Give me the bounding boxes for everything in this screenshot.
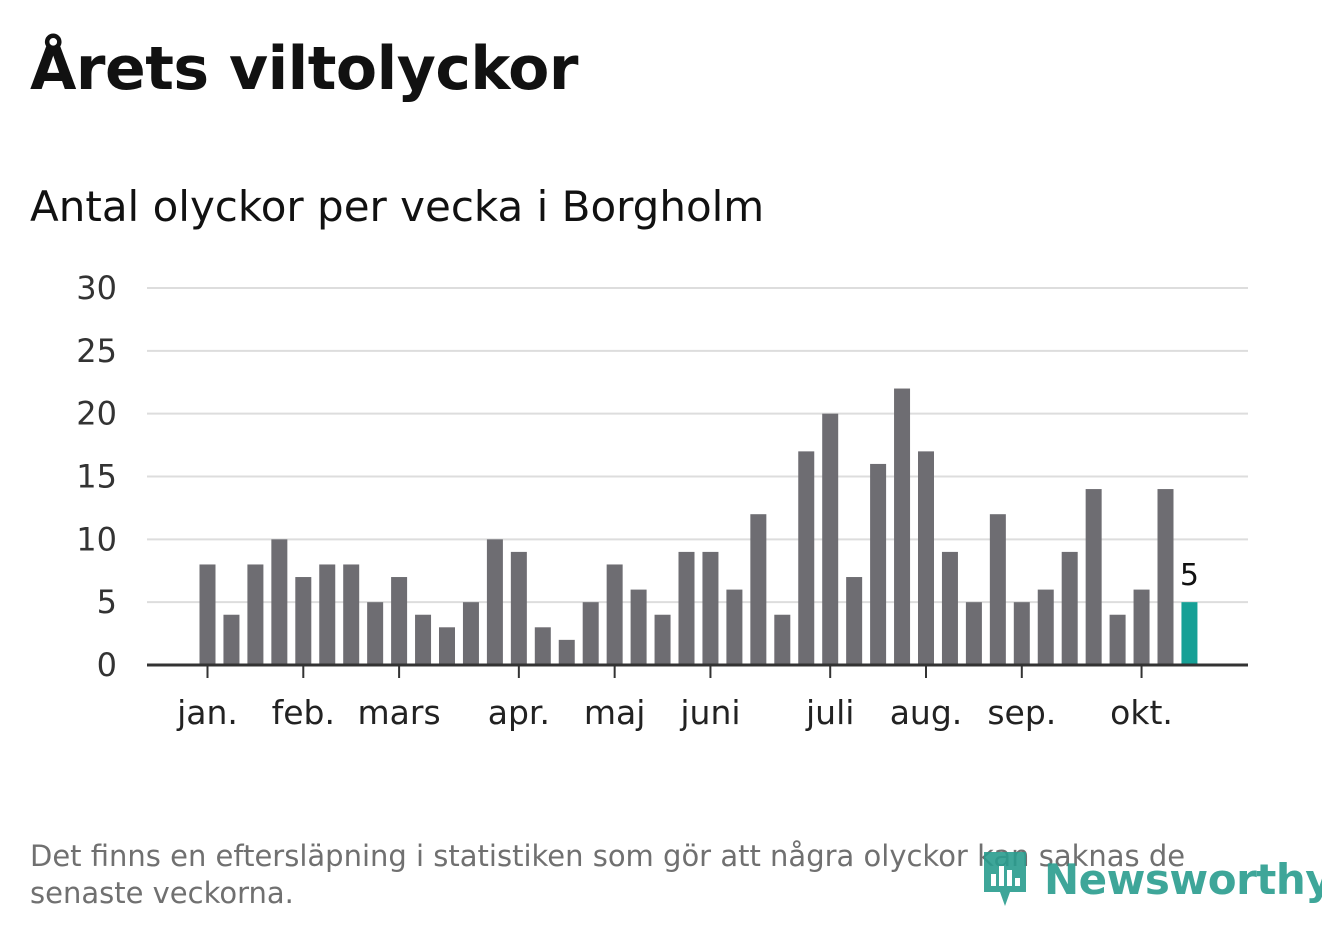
y-tick-label: 0: [97, 646, 117, 684]
bar: [965, 602, 982, 665]
bar: [1061, 551, 1078, 665]
y-tick-label: 30: [76, 269, 117, 307]
bar: [199, 564, 216, 665]
bar: [367, 602, 384, 665]
bar-chart: 0 5 10 15 20 25 30 jan. feb. mars apr. maj juni juli…: [76, 269, 1248, 732]
y-tick-label: 20: [76, 395, 117, 433]
bar: [462, 602, 479, 665]
grid-lines: [147, 287, 1248, 604]
bars: [199, 388, 1198, 665]
bar: [439, 627, 455, 665]
x-tick-label: apr.: [488, 693, 550, 732]
x-tick-label: feb.: [272, 693, 335, 732]
bar: [1157, 489, 1174, 665]
x-axis: jan. feb. mars apr. maj juni juli aug. sep. okt.: [147, 663, 1248, 732]
bar-highlight: [1181, 602, 1198, 665]
bar: [486, 539, 503, 665]
data-labels: 5: [1180, 558, 1199, 593]
x-tick-label: juni: [679, 693, 740, 732]
brand-name: Newsworthy: [1044, 854, 1322, 904]
bar-chart-speech-bubble-icon: [984, 852, 1026, 906]
data-label-latest: 5: [1180, 558, 1199, 593]
x-tick-label: jan.: [176, 693, 238, 732]
bar: [558, 639, 575, 665]
bar: [894, 388, 911, 665]
bar: [726, 589, 743, 665]
y-axis-ticks: 0 5 10 15 20 25 30: [76, 269, 117, 684]
y-tick-label: 15: [76, 458, 117, 496]
bar: [606, 564, 623, 665]
bar: [582, 602, 599, 665]
x-tick-label: sep.: [987, 693, 1056, 732]
y-tick-label: 25: [76, 332, 117, 370]
x-tick-label: maj: [584, 693, 646, 732]
bar: [271, 539, 288, 665]
bar: [391, 577, 408, 665]
bar: [1133, 589, 1150, 665]
bar: [1109, 614, 1126, 665]
bar: [1037, 589, 1054, 665]
bar: [989, 514, 1006, 665]
bar: [630, 589, 647, 665]
bar: [247, 564, 264, 665]
chart-title: Årets viltolyckor: [30, 34, 579, 104]
bar: [343, 564, 360, 665]
x-tick-label: okt.: [1110, 693, 1173, 732]
x-tick-label: aug.: [890, 693, 963, 732]
y-tick-label: 10: [76, 520, 117, 558]
bar: [702, 551, 719, 665]
bar: [1013, 602, 1030, 665]
bar: [798, 451, 815, 665]
x-tick-label: juli: [805, 693, 854, 732]
x-tick-label: mars: [358, 693, 441, 732]
bar: [1085, 489, 1102, 665]
bar: [319, 564, 336, 665]
chart-subtitle: Antal olyckor per vecka i Borgholm: [30, 182, 765, 231]
bar: [415, 614, 432, 665]
bar: [918, 451, 934, 665]
bar: [510, 551, 527, 665]
bar: [223, 614, 240, 665]
bar: [774, 614, 791, 665]
bar: [941, 551, 958, 665]
bar: [822, 413, 839, 665]
brand-logo: Newsworthy: [980, 848, 1322, 910]
bar: [295, 577, 312, 665]
bar: [870, 463, 887, 665]
bar: [654, 614, 671, 665]
bar: [750, 514, 767, 665]
bar: [846, 577, 863, 665]
bar: [534, 627, 551, 665]
bar: [678, 551, 695, 665]
y-tick-label: 5: [97, 583, 117, 621]
